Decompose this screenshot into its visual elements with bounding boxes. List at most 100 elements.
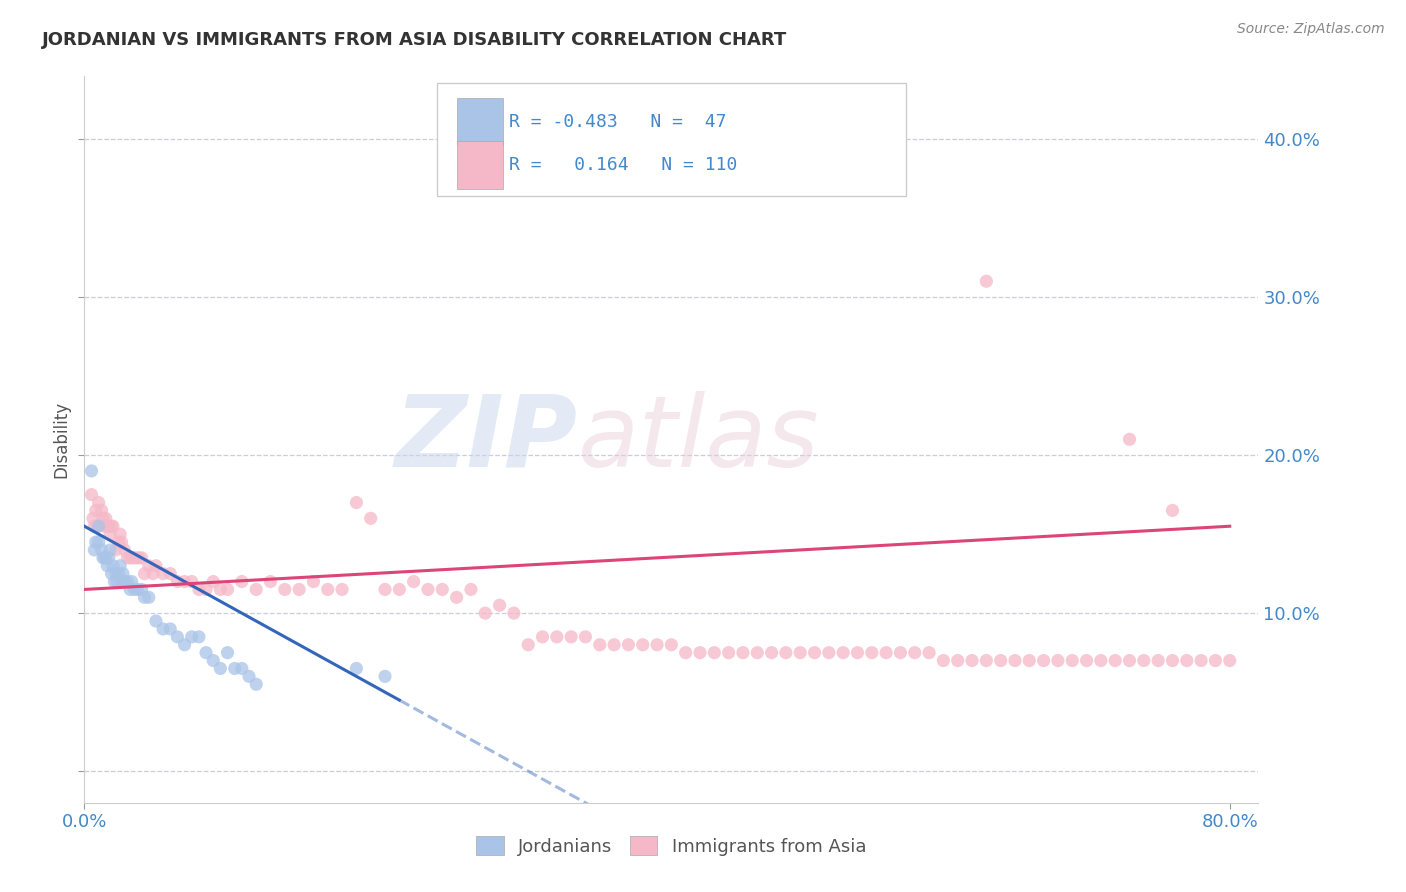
Point [94, 550, 117, 565]
Point [93, 519, 115, 533]
Point [128, 550, 150, 565]
Point [288, 582, 311, 597]
Point [209, 661, 232, 675]
Point [121, 574, 143, 589]
Point [125, 550, 148, 565]
Point [117, 574, 139, 589]
Point [889, 646, 911, 660]
Point [131, 550, 153, 565]
Text: JORDANIAN VS IMMIGRANTS FROM ASIA DISABILITY CORRELATION CHART: JORDANIAN VS IMMIGRANTS FROM ASIA DISABI… [42, 31, 787, 49]
Point [105, 574, 128, 589]
Point [90, 503, 112, 517]
Point [846, 646, 869, 660]
Point [96, 519, 118, 533]
Point [173, 574, 195, 589]
Point [1219, 654, 1241, 668]
Point [446, 591, 468, 605]
Point [976, 654, 998, 668]
Point [108, 527, 131, 541]
Point [84, 535, 107, 549]
Point [860, 646, 883, 660]
Point [1062, 654, 1084, 668]
Point [217, 582, 239, 597]
Point [87, 535, 110, 549]
Point [107, 535, 129, 549]
Point [100, 566, 122, 581]
Point [124, 582, 146, 597]
Point [86, 519, 108, 533]
Point [531, 630, 554, 644]
Point [103, 574, 125, 589]
Point [100, 519, 122, 533]
Point [1189, 654, 1212, 668]
Text: R = -0.483   N =  47: R = -0.483 N = 47 [509, 112, 727, 130]
Point [120, 582, 142, 597]
Point [209, 582, 232, 597]
Point [131, 582, 153, 597]
Point [946, 654, 969, 668]
Text: Source: ZipAtlas.com: Source: ZipAtlas.com [1237, 22, 1385, 37]
Point [645, 638, 668, 652]
Point [134, 591, 156, 605]
Point [87, 495, 110, 509]
Point [96, 558, 118, 573]
Point [114, 543, 136, 558]
Point [1161, 654, 1184, 668]
Point [1004, 654, 1026, 668]
Point [84, 503, 107, 517]
Point [1133, 654, 1156, 668]
Point [202, 654, 225, 668]
Point [775, 646, 797, 660]
Point [631, 638, 654, 652]
Text: atlas: atlas [578, 391, 820, 488]
Point [145, 614, 167, 628]
Point [918, 646, 941, 660]
Point [932, 654, 955, 668]
Point [316, 582, 339, 597]
Point [1118, 654, 1140, 668]
Text: ZIP: ZIP [395, 391, 578, 488]
Point [589, 638, 612, 652]
Point [344, 495, 367, 509]
Point [302, 574, 325, 589]
Legend: Jordanians, Immigrants from Asia: Jordanians, Immigrants from Asia [470, 829, 873, 863]
Point [104, 543, 127, 558]
Point [432, 582, 454, 597]
Point [152, 622, 174, 636]
Point [231, 661, 253, 675]
Point [101, 558, 124, 573]
Point [187, 630, 209, 644]
Point [138, 591, 160, 605]
Point [101, 519, 124, 533]
Point [80, 488, 103, 502]
Point [166, 574, 188, 589]
Point [976, 274, 998, 288]
Point [80, 464, 103, 478]
Point [402, 574, 425, 589]
Point [145, 558, 167, 573]
Point [195, 646, 218, 660]
Point [860, 179, 883, 194]
Point [460, 582, 482, 597]
Point [761, 646, 783, 660]
Point [1032, 654, 1054, 668]
Point [488, 599, 510, 613]
Point [1090, 654, 1112, 668]
Point [259, 574, 281, 589]
Point [344, 661, 367, 675]
Point [107, 566, 129, 581]
Point [546, 630, 568, 644]
Point [83, 543, 105, 558]
Point [94, 511, 117, 525]
Point [98, 543, 121, 558]
Point [560, 630, 582, 644]
Point [152, 566, 174, 581]
Point [108, 558, 131, 573]
Point [159, 566, 181, 581]
Point [274, 582, 297, 597]
Point [388, 582, 411, 597]
FancyBboxPatch shape [437, 83, 907, 195]
Point [127, 582, 149, 597]
Point [818, 646, 841, 660]
Point [98, 527, 121, 541]
